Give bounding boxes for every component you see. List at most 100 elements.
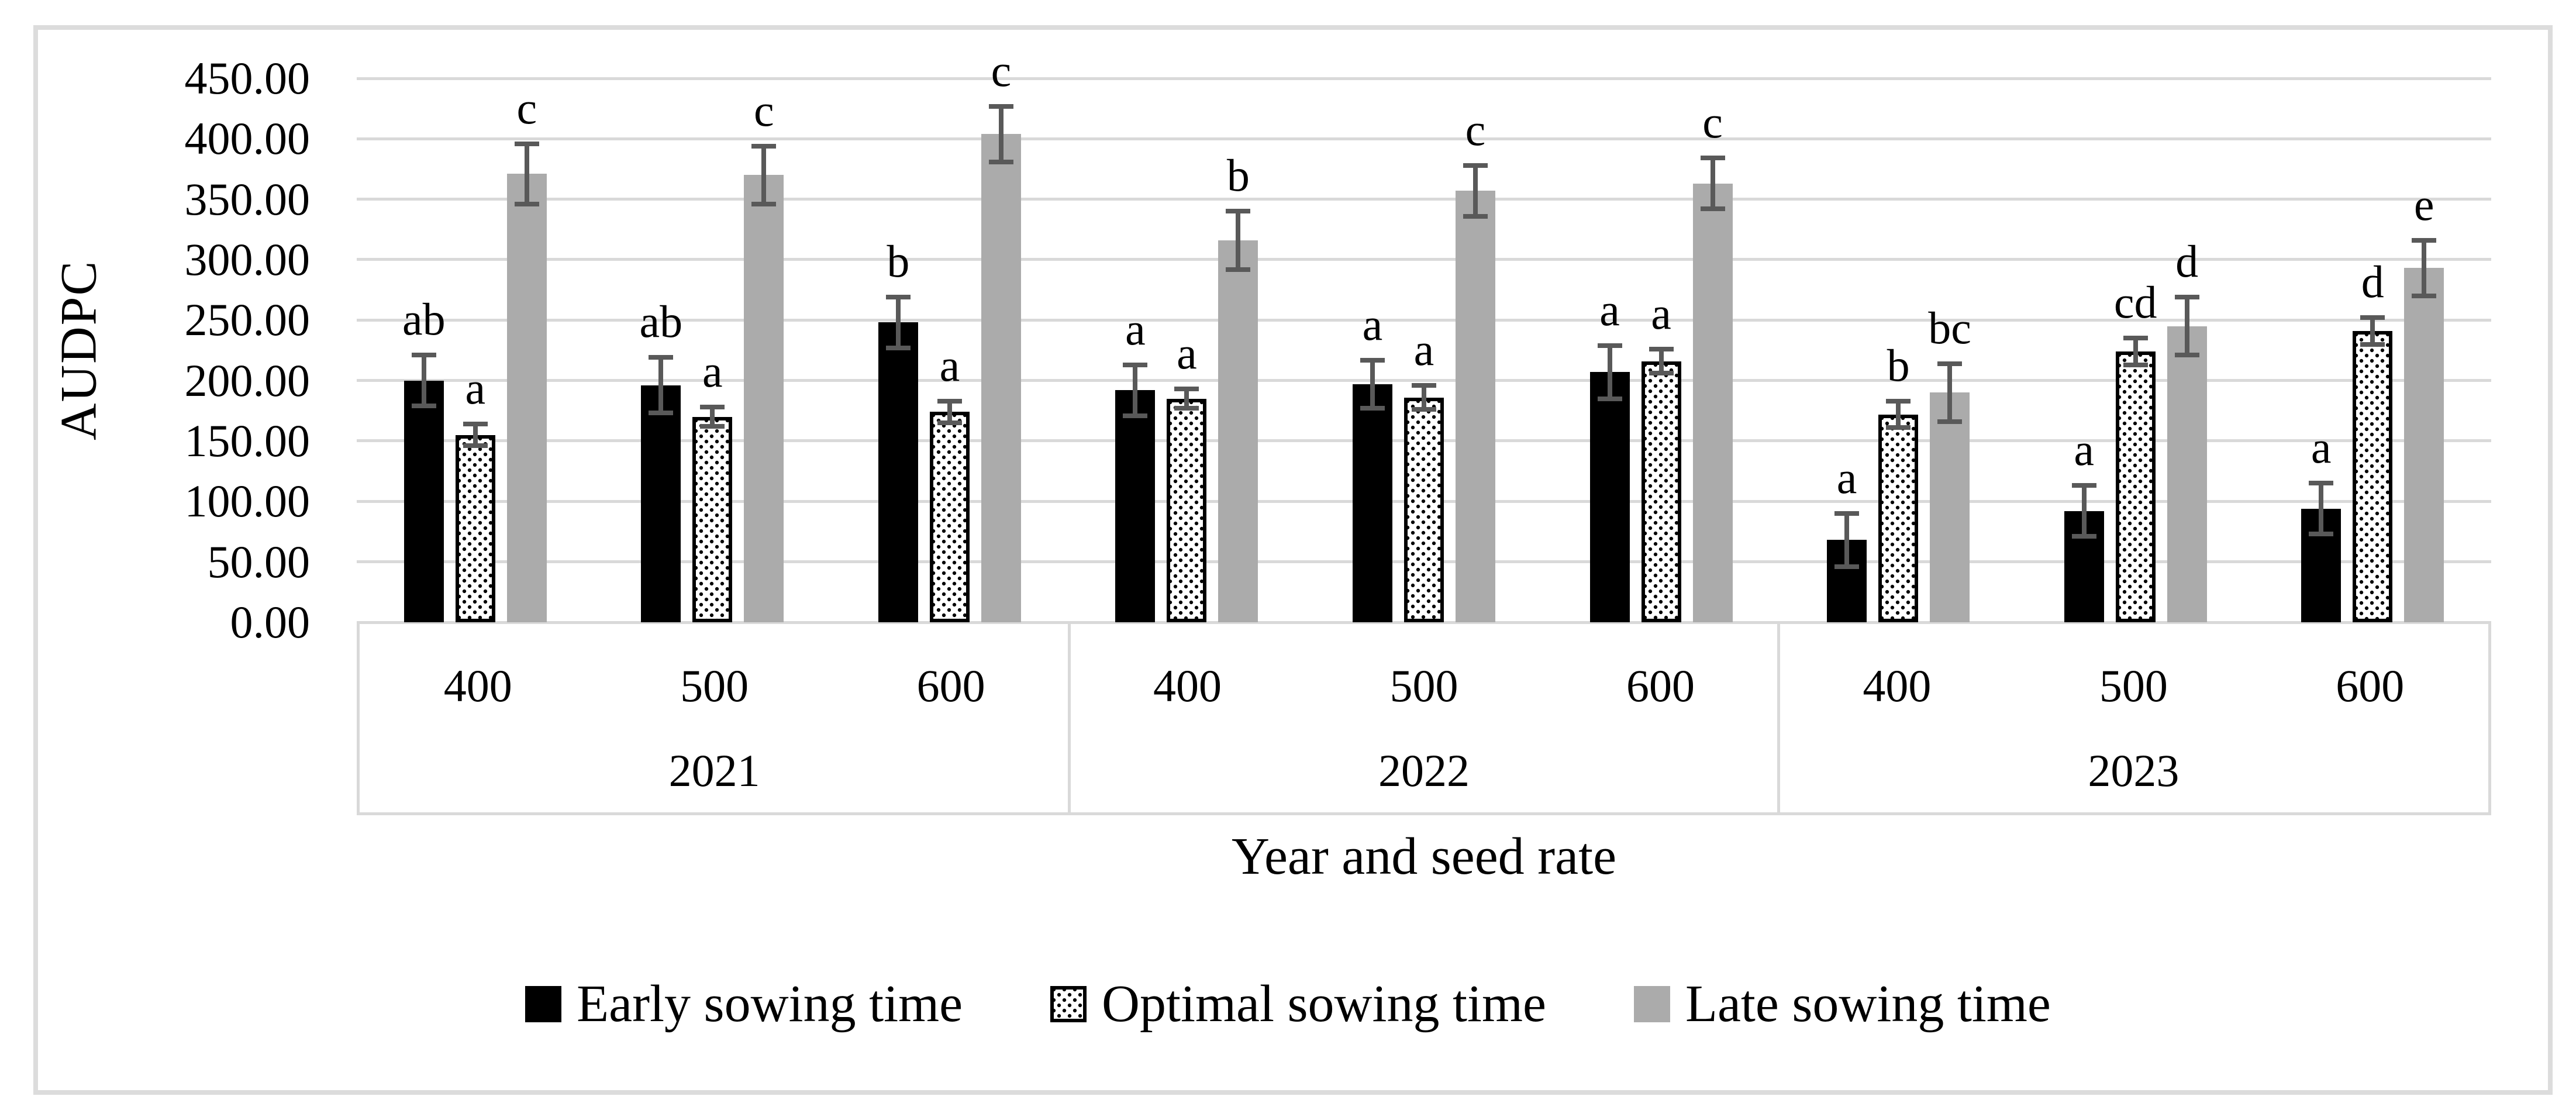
error-bar-bottom-cap [2360, 342, 2385, 347]
significance-letter: d [2175, 236, 2199, 287]
error-bar-top-cap [2174, 295, 2199, 300]
error-bar-line [2422, 240, 2427, 296]
bar-early-2021-400 [404, 380, 444, 622]
error-bar-bottom-cap [1123, 413, 1148, 418]
significance-letter: b [1226, 150, 1250, 201]
bar-cell-optimal-2021-600: a [929, 78, 970, 622]
significance-letter: c [516, 82, 537, 133]
error-bar-line [895, 297, 901, 348]
error-bar-top-cap [1123, 362, 1148, 367]
bar-late-2022-400 [1218, 240, 1258, 622]
significance-letter: a [2074, 424, 2094, 475]
bar-cell-early-2021-400: ab [402, 78, 446, 622]
error-bar-bottom-cap [463, 443, 488, 449]
x-axis-category-band: 400 500 600 2021 400 500 600 2022 400 500 600 2023 [357, 622, 2491, 815]
error-bar-top-cap [1226, 209, 1251, 214]
error-bar-top-cap [885, 295, 911, 300]
bar-cell-optimal-2022-500: a [1403, 78, 1444, 622]
bar-cell-early-2021-500: ab [639, 78, 683, 622]
error-bar-bottom-cap [1649, 371, 1674, 376]
error-bar-bottom-cap [751, 201, 777, 206]
late-series-swatch-icon [1633, 986, 1670, 1022]
y-tick-label: 400.00 [184, 113, 311, 164]
optimal-series-swatch-icon [1050, 986, 1087, 1022]
seed-rate-label: 600 [1626, 660, 1695, 711]
error-bar-line [1473, 165, 1478, 216]
year-label: 2023 [2088, 745, 2180, 796]
bar-late-2021-500 [744, 175, 784, 622]
bar-cell-optimal-2022-400: a [1167, 78, 1207, 622]
error-bar-line [1947, 363, 1953, 422]
bar-cell-late-2021-400: c [506, 78, 547, 622]
legend-label-late: Late sowing time [1685, 975, 2051, 1033]
bar-early-2022-500 [1352, 384, 1392, 622]
gridline [357, 258, 2491, 261]
error-bar-bottom-cap [1700, 206, 1725, 212]
bar-optimal-2022-500 [1403, 397, 1444, 622]
error-bar-bottom-cap [1360, 406, 1385, 411]
error-bar-line [1133, 364, 1138, 416]
significance-letter: c [754, 84, 774, 136]
y-tick-label: 150.00 [184, 415, 311, 466]
error-bar-top-cap [2071, 483, 2096, 488]
error-bar-bottom-cap [885, 345, 911, 350]
bar-optimal-2022-400 [1167, 398, 1207, 622]
bar-late-2022-500 [1455, 191, 1495, 622]
bar-cell-late-2023-400: bc [1928, 78, 1971, 622]
bar-cell-late-2021-500: c [744, 78, 784, 622]
bar-late-2021-400 [506, 174, 547, 622]
significance-letter: c [1465, 104, 1486, 155]
significance-letter: b [1887, 339, 1910, 391]
bar-cell-late-2022-600: c [1692, 78, 1733, 622]
y-tick-label: 50.00 [207, 536, 311, 587]
y-tick-label: 300.00 [184, 233, 311, 285]
significance-letter: e [2413, 178, 2434, 230]
x-axis-title: Year and seed rate [1231, 828, 1617, 885]
bar-cell-early-2022-600: a [1589, 78, 1630, 622]
significance-letter: bc [1928, 302, 1971, 353]
bar-cell-late-2023-600: e [2404, 78, 2444, 622]
significance-letter: a [1651, 287, 1671, 339]
significance-letter: c [1702, 96, 1723, 148]
year-divider [1777, 622, 1781, 812]
error-bar-top-cap [2360, 315, 2385, 320]
bar-late-2023-500 [2167, 326, 2207, 622]
legend: Early sowing time Optimal sowing time La… [0, 978, 2576, 1030]
bar-early-2022-600 [1589, 372, 1630, 622]
significance-letter: a [2311, 422, 2332, 473]
figure-border [33, 25, 2553, 1095]
error-bar-top-cap [1834, 511, 1860, 516]
error-bar-line [1236, 211, 1241, 270]
error-bar-line [524, 143, 529, 204]
bar-optimal-2022-600 [1641, 361, 1681, 622]
error-bar-line [761, 146, 767, 204]
error-bar-bottom-cap [1937, 419, 1963, 424]
legend-item-optimal: Optimal sowing time [1050, 978, 1546, 1030]
significance-letter: b [887, 236, 910, 287]
year-label: 2022 [1378, 745, 1470, 796]
error-bar-line [1370, 360, 1375, 409]
error-bar-top-cap [2412, 237, 2437, 243]
bar-cell-optimal-2023-600: d [2353, 78, 2393, 622]
gridline [357, 137, 2491, 140]
significance-letter: a [465, 363, 486, 414]
error-bar-top-cap [751, 143, 777, 149]
error-bar-top-cap [1360, 357, 1385, 363]
legend-label-optimal: Optimal sowing time [1102, 975, 1546, 1033]
early-series-swatch-icon [525, 986, 562, 1022]
bar-optimal-2023-500 [2115, 351, 2156, 622]
error-bar-line [998, 106, 1003, 162]
seed-rate-label: 600 [916, 660, 985, 711]
bar-early-2022-400 [1115, 390, 1156, 622]
gridline [357, 379, 2491, 382]
significance-letter: a [1599, 284, 1620, 335]
gridline [357, 198, 2491, 201]
error-bar-line [1896, 401, 1901, 428]
error-bar-bottom-cap [700, 424, 725, 429]
error-bar-top-cap [988, 104, 1013, 109]
error-bar-line [2370, 318, 2375, 344]
significance-letter: ab [402, 294, 446, 345]
error-bar-line [947, 401, 952, 423]
significance-letter: ab [639, 296, 683, 347]
